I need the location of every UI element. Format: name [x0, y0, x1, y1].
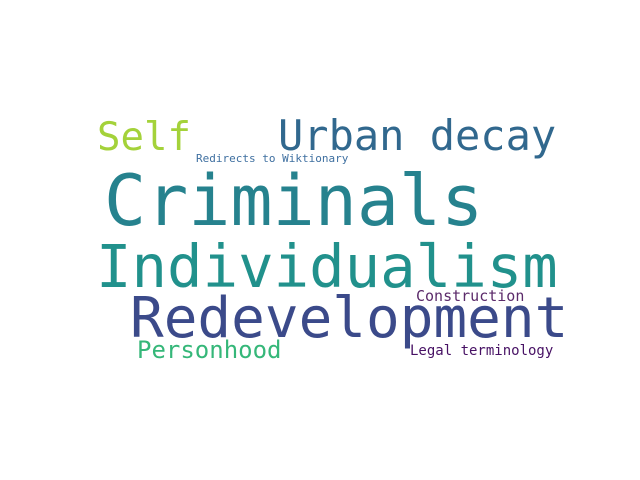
word-urban-decay: Urban decay: [278, 111, 557, 160]
word-construction: Construction: [416, 287, 525, 305]
word-redirects-to-wiktionary: Redirects to Wiktionary: [196, 152, 349, 165]
word-individualism: Individualism: [96, 232, 558, 301]
word-self: Self: [97, 115, 191, 160]
word-legal-terminology: Legal terminology: [410, 343, 554, 359]
word-redevelopment: Redevelopment: [130, 286, 569, 351]
word-criminals: Criminals: [104, 160, 484, 242]
word-personhood: Personhood: [137, 336, 282, 364]
